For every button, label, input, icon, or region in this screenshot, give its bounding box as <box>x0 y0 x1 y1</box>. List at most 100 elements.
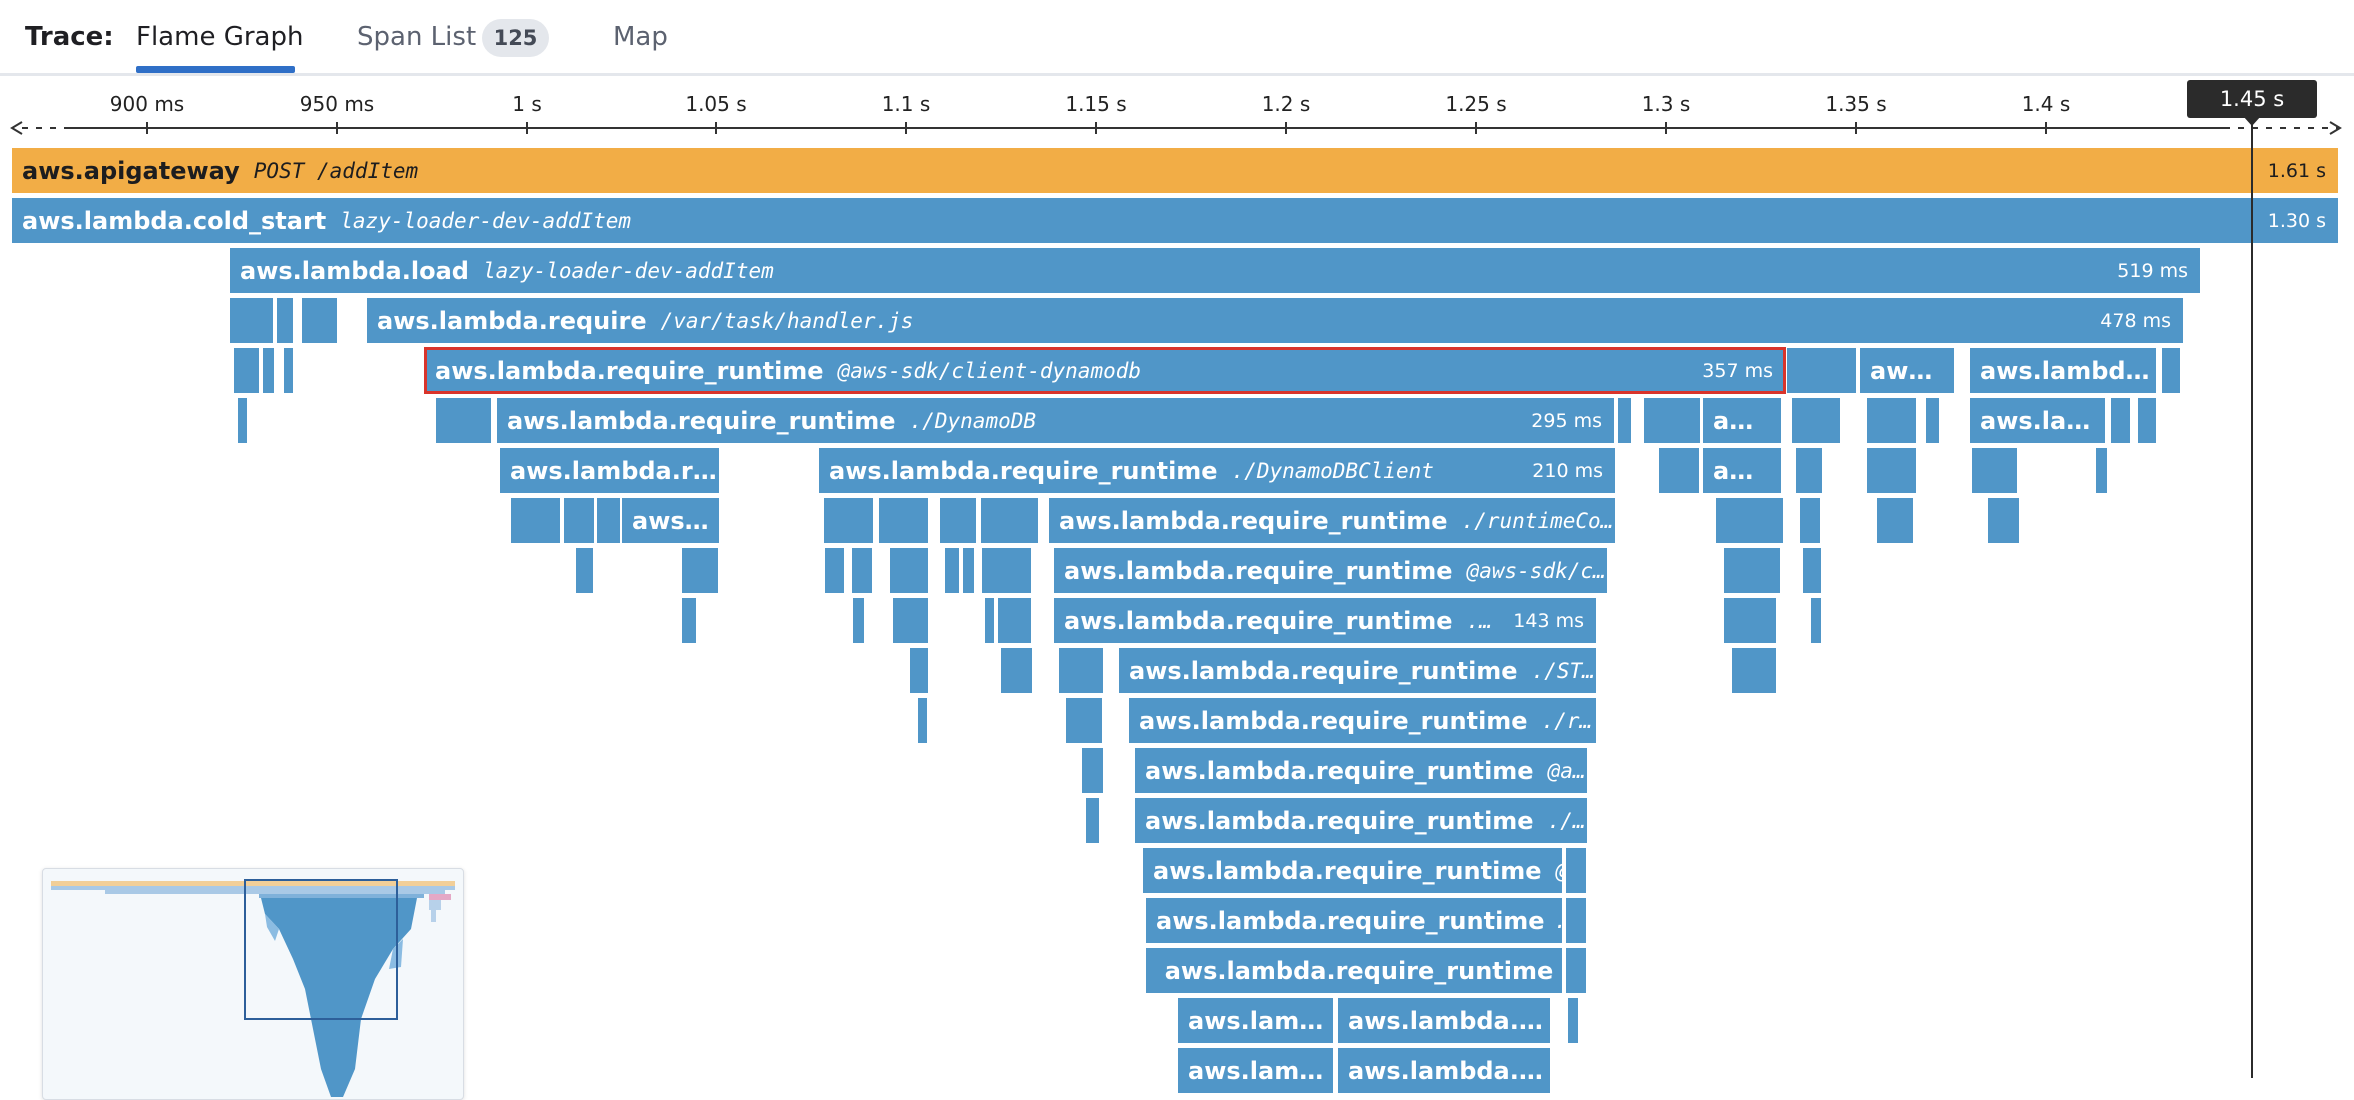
span-bar-small[interactable] <box>1867 448 1916 493</box>
active-tab-indicator <box>136 66 295 73</box>
span-bar-small[interactable] <box>1082 748 1103 793</box>
span-bar-small[interactable] <box>284 348 293 393</box>
span-bar-small[interactable] <box>1716 498 1783 543</box>
span-bar-small[interactable] <box>1059 648 1103 693</box>
span-bar-small[interactable] <box>1792 398 1840 443</box>
span-bar-small[interactable] <box>1724 598 1776 643</box>
span-bar[interactable]: a… <box>1703 448 1781 493</box>
span-bar-small[interactable] <box>940 498 976 543</box>
span-bar[interactable]: aws.lambda.require_runtime @aws-sdk/cl… <box>1054 548 1607 593</box>
span-bar-small[interactable] <box>985 598 994 643</box>
span-bar-small[interactable] <box>597 498 620 543</box>
span-bar-small[interactable] <box>1001 648 1032 693</box>
span-bar-small[interactable] <box>825 548 844 593</box>
span-bar-small[interactable] <box>1867 398 1916 443</box>
span-bar[interactable]: aws.lambda.require_runtime ./DynamoDBCli… <box>819 448 1615 493</box>
span-bar-small[interactable] <box>1803 548 1821 593</box>
span-bar-small[interactable] <box>1659 448 1699 493</box>
span-bar-small[interactable] <box>263 348 274 393</box>
span-bar[interactable]: aws.lambda.require_runtime ./de… <box>1135 798 1587 843</box>
span-bar-small[interactable] <box>853 598 864 643</box>
span-bar-small[interactable] <box>1796 448 1822 493</box>
span-bar[interactable]: aws.lam… <box>1178 998 1333 1043</box>
span-bar[interactable]: aws.lambda.require_runtime <box>1146 948 1562 993</box>
tab-map[interactable]: Map <box>613 22 668 52</box>
span-bar[interactable]: aws.lambda.require_runtime ./run… <box>1129 698 1596 743</box>
span-bar-small[interactable] <box>436 398 491 443</box>
span-bar-small[interactable] <box>234 348 259 393</box>
span-bar-small[interactable] <box>890 548 928 593</box>
span-bar-small[interactable] <box>277 298 293 343</box>
span-bar[interactable]: aws.lambda.require /var/task/handler.js … <box>367 298 2183 343</box>
span-bar-small[interactable] <box>1086 798 1099 843</box>
span-name: aws.lambda.require_runtime <box>1059 506 1448 535</box>
span-bar-small[interactable] <box>238 398 247 443</box>
span-bar[interactable]: aws.lambda.require_runtime @aws… <box>1135 748 1587 793</box>
span-bar[interactable]: aws.lambd… <box>1970 348 2156 393</box>
span-bar[interactable]: aws.lambda.r… <box>500 448 719 493</box>
flame-graph-minimap[interactable] <box>42 868 464 1100</box>
span-bar[interactable]: aws.lambda.require_runtime @… <box>1143 848 1562 893</box>
span-bar-small[interactable] <box>879 498 928 543</box>
span-bar-small[interactable] <box>302 298 337 343</box>
span-bar-small[interactable] <box>1566 948 1586 993</box>
span-bar-small[interactable] <box>945 548 959 593</box>
span-bar-small[interactable] <box>1566 898 1586 943</box>
span-bar[interactable]: aws.lambda.cold_start lazy-loader-dev-ad… <box>12 198 2338 243</box>
span-bar[interactable]: aws.apigateway POST /addItem 1.61 s <box>12 148 2338 193</box>
span-bar-small[interactable] <box>824 498 873 543</box>
span-bar[interactable]: aws.lambda.load lazy-loader-dev-addItem … <box>230 248 2200 293</box>
span-bar-small[interactable] <box>1877 498 1913 543</box>
span-bar[interactable]: aws.lambda.require_runtime ./STS 143 ms <box>1054 598 1596 643</box>
span-bar-small[interactable] <box>1066 698 1102 743</box>
span-bar-small[interactable] <box>230 298 273 343</box>
span-bar[interactable]: aws.lam… <box>1178 1048 1333 1093</box>
span-bar[interactable]: aws.lambda.require_runtime … <box>1146 898 1562 943</box>
time-axis[interactable]: 900 ms 950 ms 1 s 1.05 s 1.1 s 1.15 s 1.… <box>0 80 2354 140</box>
tab-span-list[interactable]: Span List <box>357 22 477 52</box>
span-bar-small[interactable] <box>1800 498 1820 543</box>
span-bar-small[interactable] <box>2162 348 2180 393</box>
span-bar-small[interactable] <box>1787 348 1856 393</box>
span-bar-small[interactable] <box>2111 398 2130 443</box>
span-bar[interactable]: aws.lambda.r… <box>1338 998 1550 1043</box>
span-bar-small[interactable] <box>1988 498 2019 543</box>
span-bar-small[interactable] <box>511 498 560 543</box>
span-bar-small[interactable] <box>982 548 1031 593</box>
span-bar[interactable]: aws.lambda.require_runtime ./DynamoDB 29… <box>497 398 1614 443</box>
span-bar-small[interactable] <box>1732 648 1776 693</box>
span-bar-small[interactable] <box>564 498 594 543</box>
time-cursor-line <box>2251 118 2253 1078</box>
span-bar[interactable]: aw… <box>1860 348 1954 393</box>
span-bar-small[interactable] <box>1568 998 1578 1043</box>
span-bar-small[interactable] <box>1972 448 2017 493</box>
tab-flame-graph[interactable]: Flame Graph <box>136 22 304 52</box>
span-bar[interactable]: aws.lambda.r… <box>1338 1048 1550 1093</box>
span-bar-small[interactable] <box>682 598 696 643</box>
span-bar-small[interactable] <box>910 648 928 693</box>
span-bar[interactable]: a… <box>1703 398 1781 443</box>
span-bar-small[interactable] <box>963 548 974 593</box>
span-bar-small[interactable] <box>2138 398 2156 443</box>
span-bar[interactable]: aws.lambda.require_runtime ./STSC… <box>1119 648 1596 693</box>
span-bar[interactable]: aws… <box>622 498 719 543</box>
span-bar-small[interactable] <box>1926 398 1939 443</box>
span-bar-small[interactable] <box>918 698 927 743</box>
span-bar-small[interactable] <box>1566 848 1586 893</box>
span-name: aws.lambda.require_runtime <box>1164 956 1554 985</box>
span-bar-small[interactable] <box>2096 448 2107 493</box>
span-bar-small[interactable] <box>1811 598 1821 643</box>
span-bar-small[interactable] <box>852 548 872 593</box>
span-bar-small[interactable] <box>981 498 1038 543</box>
span-name: aws.lambda.require_runtime <box>1156 906 1545 935</box>
span-bar-selected[interactable]: aws.lambda.require_runtime @aws-sdk/clie… <box>424 347 1786 394</box>
span-bar-small[interactable] <box>1644 398 1700 443</box>
span-bar-small[interactable] <box>893 598 928 643</box>
span-bar-small[interactable] <box>998 598 1031 643</box>
span-bar-small[interactable] <box>682 548 718 593</box>
span-bar[interactable]: aws.lambda.require_runtime ./runtimeConf… <box>1049 498 1615 543</box>
span-bar-small[interactable] <box>1724 548 1780 593</box>
span-bar-small[interactable] <box>576 548 593 593</box>
span-bar[interactable]: aws.la… <box>1970 398 2105 443</box>
span-bar-small[interactable] <box>1618 398 1631 443</box>
